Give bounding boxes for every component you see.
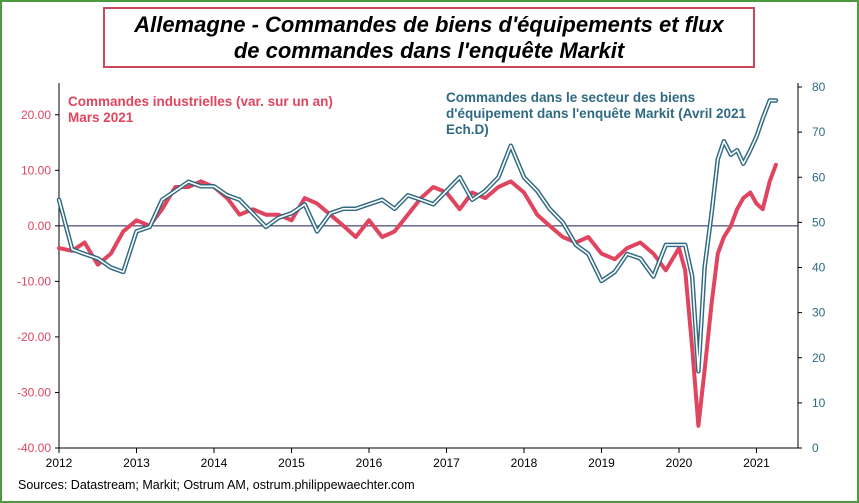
x-tick-label: 2014: [201, 456, 228, 470]
right-tick-label: 0: [812, 441, 819, 455]
legend-series-markit-name: Commandes dans le secteur des biens d'éq…: [446, 90, 746, 137]
chart-title-line-2: de commandes dans l'enquête Markit: [233, 37, 625, 63]
legend-series-orders: Commandes industrielles (var. sur un an)…: [68, 94, 333, 126]
source-note: Sources: Datastream; Markit; Ostrum AM, …: [18, 478, 415, 492]
right-tick-label: 70: [812, 125, 826, 139]
x-tick-label: 2012: [46, 456, 73, 470]
right-tick-label: 20: [812, 351, 826, 365]
left-tick-label: -10.00: [17, 274, 51, 288]
legend-series-markit: Commandes dans le secteur des biens d'éq…: [446, 90, 786, 138]
series-orders-line: [57, 162, 778, 428]
chart-title: Allemagne - Commandes de biens d'équipem…: [103, 7, 755, 68]
left-tick-label: 20.00: [21, 108, 51, 122]
left-tick-label: -20.00: [17, 330, 51, 344]
chart-title-line-1: Allemagne - Commandes de biens d'équipem…: [134, 11, 724, 37]
right-tick-label: 50: [812, 215, 826, 229]
x-tick-label: 2013: [123, 456, 150, 470]
right-tick-label: 80: [812, 80, 826, 94]
x-tick-label: 2017: [433, 456, 460, 470]
right-tick-label: 60: [812, 170, 826, 184]
x-tick-label: 2018: [511, 456, 538, 470]
right-tick-label: 40: [812, 261, 826, 275]
left-tick-label: 10.00: [21, 163, 51, 177]
left-tick-label: -40.00: [17, 441, 51, 455]
left-tick-label: -30.00: [17, 385, 51, 399]
right-tick-label: 10: [812, 396, 826, 410]
x-tick-label: 2019: [588, 456, 615, 470]
series-markit-line: [56, 98, 779, 374]
x-tick-label: 2016: [356, 456, 383, 470]
legend-series-orders-date: Mars 2021: [68, 110, 134, 125]
left-tick-label: 0.00: [28, 219, 52, 233]
series-markit-line-inner: [58, 99, 777, 373]
right-tick-label: 30: [812, 306, 826, 320]
x-tick-label: 2015: [278, 456, 305, 470]
x-tick-label: 2021: [743, 456, 770, 470]
x-tick-label: 2020: [666, 456, 693, 470]
legend-series-orders-name: Commandes industrielles (var. sur un an): [68, 94, 333, 109]
